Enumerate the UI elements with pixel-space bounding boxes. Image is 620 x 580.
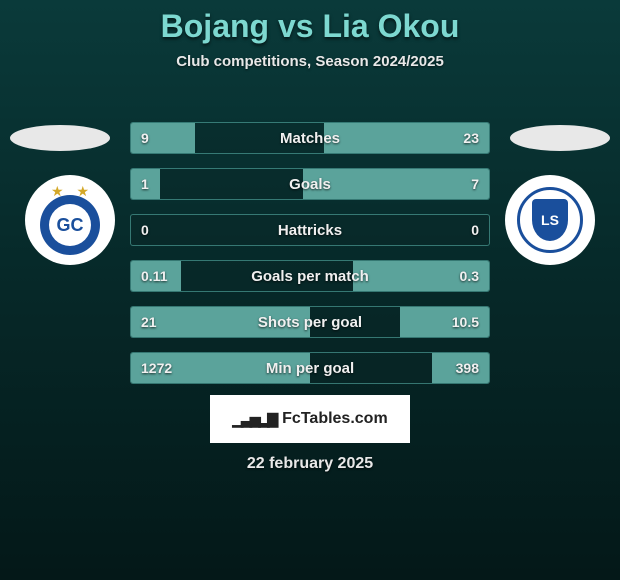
- grasshopper-logo: ★ ★ GC: [35, 185, 105, 255]
- chart-icon: ▁▃▅▂▇: [232, 411, 276, 428]
- stat-label: Goals per match: [131, 261, 489, 291]
- stat-value-right: 7: [471, 169, 479, 199]
- left-flag-ellipse: [10, 125, 110, 151]
- stat-row: 1272Min per goal398: [130, 352, 490, 384]
- club-initials: LS: [532, 199, 568, 241]
- left-club-logo: ★ ★ GC: [25, 175, 115, 265]
- date-label: 22 february 2025: [0, 455, 620, 473]
- stat-label: Shots per goal: [131, 307, 489, 337]
- subtitle: Club competitions, Season 2024/2025: [0, 53, 620, 70]
- stat-label: Goals: [131, 169, 489, 199]
- fctables-label: FcTables.com: [282, 410, 388, 428]
- fctables-watermark: ▁▃▅▂▇ FcTables.com: [210, 395, 410, 443]
- stat-row: 21Shots per goal10.5: [130, 306, 490, 338]
- stat-label: Matches: [131, 123, 489, 153]
- stat-value-right: 0.3: [460, 261, 479, 291]
- stat-row: 0.11Goals per match0.3: [130, 260, 490, 292]
- stat-label: Min per goal: [131, 353, 489, 383]
- stat-value-right: 398: [456, 353, 479, 383]
- stat-label: Hattricks: [131, 215, 489, 245]
- stat-row: 0Hattricks0: [130, 214, 490, 246]
- right-flag-ellipse: [510, 125, 610, 151]
- stat-value-right: 10.5: [452, 307, 479, 337]
- stats-container: 9Matches23 1Goals7 0Hattricks0 0.11Goals pe…: [130, 122, 490, 398]
- stat-row: 9Matches23: [130, 122, 490, 154]
- club-initials: GC: [49, 204, 91, 246]
- page-title: Bojang vs Lia Okou: [0, 0, 620, 45]
- stat-row: 1Goals7: [130, 168, 490, 200]
- stat-value-right: 0: [471, 215, 479, 245]
- lausanne-logo: LS: [517, 187, 583, 253]
- stat-value-right: 23: [463, 123, 479, 153]
- right-club-logo: LS: [505, 175, 595, 265]
